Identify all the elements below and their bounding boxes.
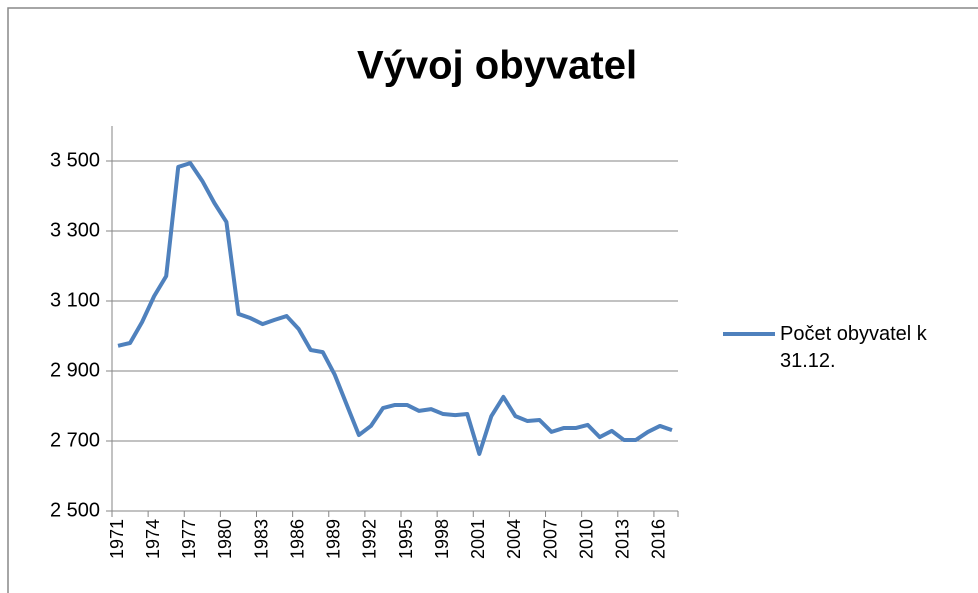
legend-label: Počet obyvatel k 31.12. [780, 323, 927, 372]
x-tick-label: 2004 [504, 519, 524, 559]
x-tick-label: 1980 [215, 519, 235, 559]
x-tick-label: 1992 [360, 519, 380, 559]
x-tick-label: 1998 [432, 519, 452, 559]
x-tick-label: 1983 [251, 519, 271, 559]
y-tick-label: 3 100 [50, 289, 100, 311]
data-line [117, 161, 673, 456]
x-tick-label: 2013 [613, 519, 633, 559]
y-tick-label: 2 900 [50, 359, 100, 381]
y-tick-label: 2 700 [50, 429, 100, 451]
x-tick-label: 2007 [540, 519, 560, 559]
x-tick-label: 2016 [649, 519, 669, 559]
x-tick-label: 1989 [324, 519, 344, 559]
x-tick-label: 1977 [179, 519, 199, 559]
x-tick-label: 1974 [143, 519, 163, 559]
x-tick-label: 1995 [396, 519, 416, 559]
chart-title: Vývoj obyvatel [357, 44, 637, 88]
y-tick-label: 3 300 [50, 219, 100, 241]
x-tick-label: 2001 [468, 519, 488, 559]
y-tick-label: 3 500 [50, 149, 100, 171]
y-tick-label: 2 500 [50, 499, 100, 521]
x-tick-label: 1986 [287, 519, 307, 559]
x-tick-label: 2010 [576, 519, 596, 559]
x-tick-label: 1971 [107, 519, 127, 559]
